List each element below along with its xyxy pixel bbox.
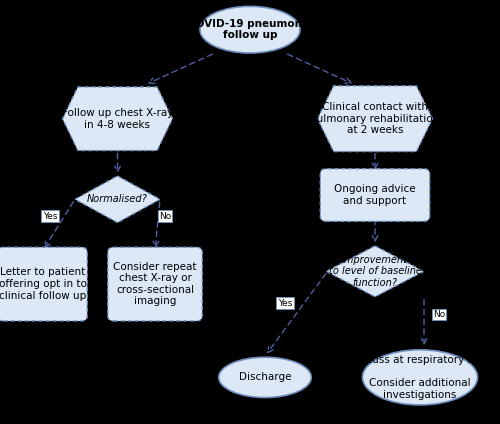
Text: COVID-19 pneumonia
follow up: COVID-19 pneumonia follow up bbox=[188, 19, 312, 40]
Text: Follow up chest X-ray
in 4-8 weeks: Follow up chest X-ray in 4-8 weeks bbox=[62, 108, 173, 129]
Text: Discuss at respiratory MDT

Consider additional
investigations: Discuss at respiratory MDT Consider addi… bbox=[350, 355, 490, 400]
Text: Consider repeat
chest X-ray or
cross-sectional
imaging: Consider repeat chest X-ray or cross-sec… bbox=[113, 262, 197, 307]
Text: No: No bbox=[433, 310, 445, 319]
Polygon shape bbox=[326, 246, 424, 297]
FancyBboxPatch shape bbox=[320, 169, 430, 221]
FancyBboxPatch shape bbox=[0, 247, 88, 321]
Polygon shape bbox=[75, 176, 160, 223]
Text: Letter to patient
offering opt in to
clinical follow up: Letter to patient offering opt in to cli… bbox=[0, 268, 86, 301]
Ellipse shape bbox=[219, 357, 311, 398]
FancyBboxPatch shape bbox=[108, 247, 202, 321]
Text: Yes: Yes bbox=[43, 212, 57, 221]
Text: Clinical contact with
pulmonary rehabilitation
at 2 weeks: Clinical contact with pulmonary rehabili… bbox=[310, 102, 440, 135]
Text: Ongoing advice
and support: Ongoing advice and support bbox=[334, 184, 416, 206]
Ellipse shape bbox=[362, 350, 478, 405]
Text: Improvement
to level of baseline
function?: Improvement to level of baseline functio… bbox=[328, 255, 422, 288]
Polygon shape bbox=[62, 87, 172, 151]
Text: No: No bbox=[159, 212, 171, 221]
Polygon shape bbox=[318, 86, 432, 152]
Text: Yes: Yes bbox=[278, 298, 292, 308]
Text: Discharge: Discharge bbox=[239, 372, 291, 382]
Text: Normalised?: Normalised? bbox=[87, 194, 148, 204]
Ellipse shape bbox=[200, 6, 300, 53]
